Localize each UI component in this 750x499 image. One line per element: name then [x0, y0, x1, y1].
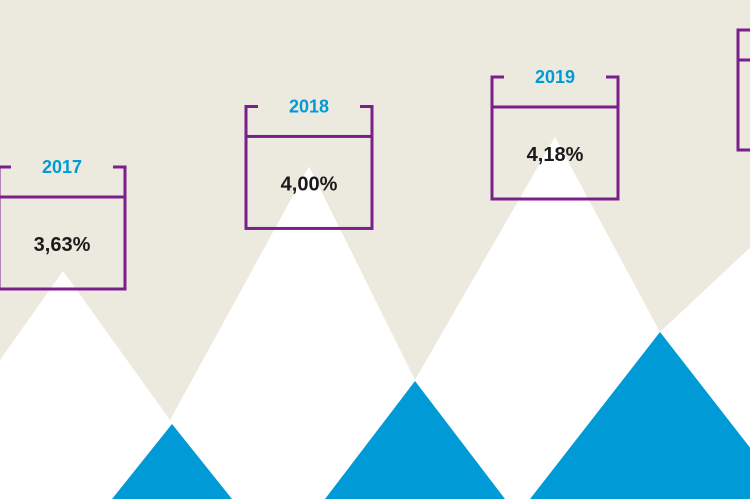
calendar-body [490, 105, 620, 201]
calendar-header-bracket [0, 165, 127, 197]
calendar-body [244, 134, 374, 230]
mountain-layer [0, 137, 750, 499]
year-label: 2019 [535, 67, 575, 87]
value-label: 3,63% [34, 234, 91, 256]
blue-peak-layer [112, 332, 750, 499]
white-mountain-range [0, 137, 750, 499]
calendar-box-2018: 2018 4,00% [244, 96, 374, 230]
blue-peak-1 [112, 424, 232, 499]
calendar-box-2017: 2017 3,63% [0, 157, 127, 291]
label-layer: 2017 3,63% 2018 4,00% 2019 4,18% 2020 [0, 28, 750, 291]
value-label: 4,18% [527, 144, 584, 166]
calendar-header-bracket [244, 104, 374, 137]
calendar-header-bracket [490, 75, 620, 107]
value-label: 4,00% [281, 173, 338, 195]
calendar-header-bracket [736, 28, 750, 60]
calendar-box-2020: 2020 [736, 28, 750, 152]
blue-peak-2 [325, 381, 505, 499]
calendar-box-2019: 2019 4,18% [490, 67, 620, 201]
year-label: 2018 [289, 96, 329, 116]
calendar-body [736, 58, 750, 152]
year-label: 2017 [42, 157, 82, 177]
calendar-body [0, 195, 127, 291]
blue-peak-3 [530, 332, 750, 499]
